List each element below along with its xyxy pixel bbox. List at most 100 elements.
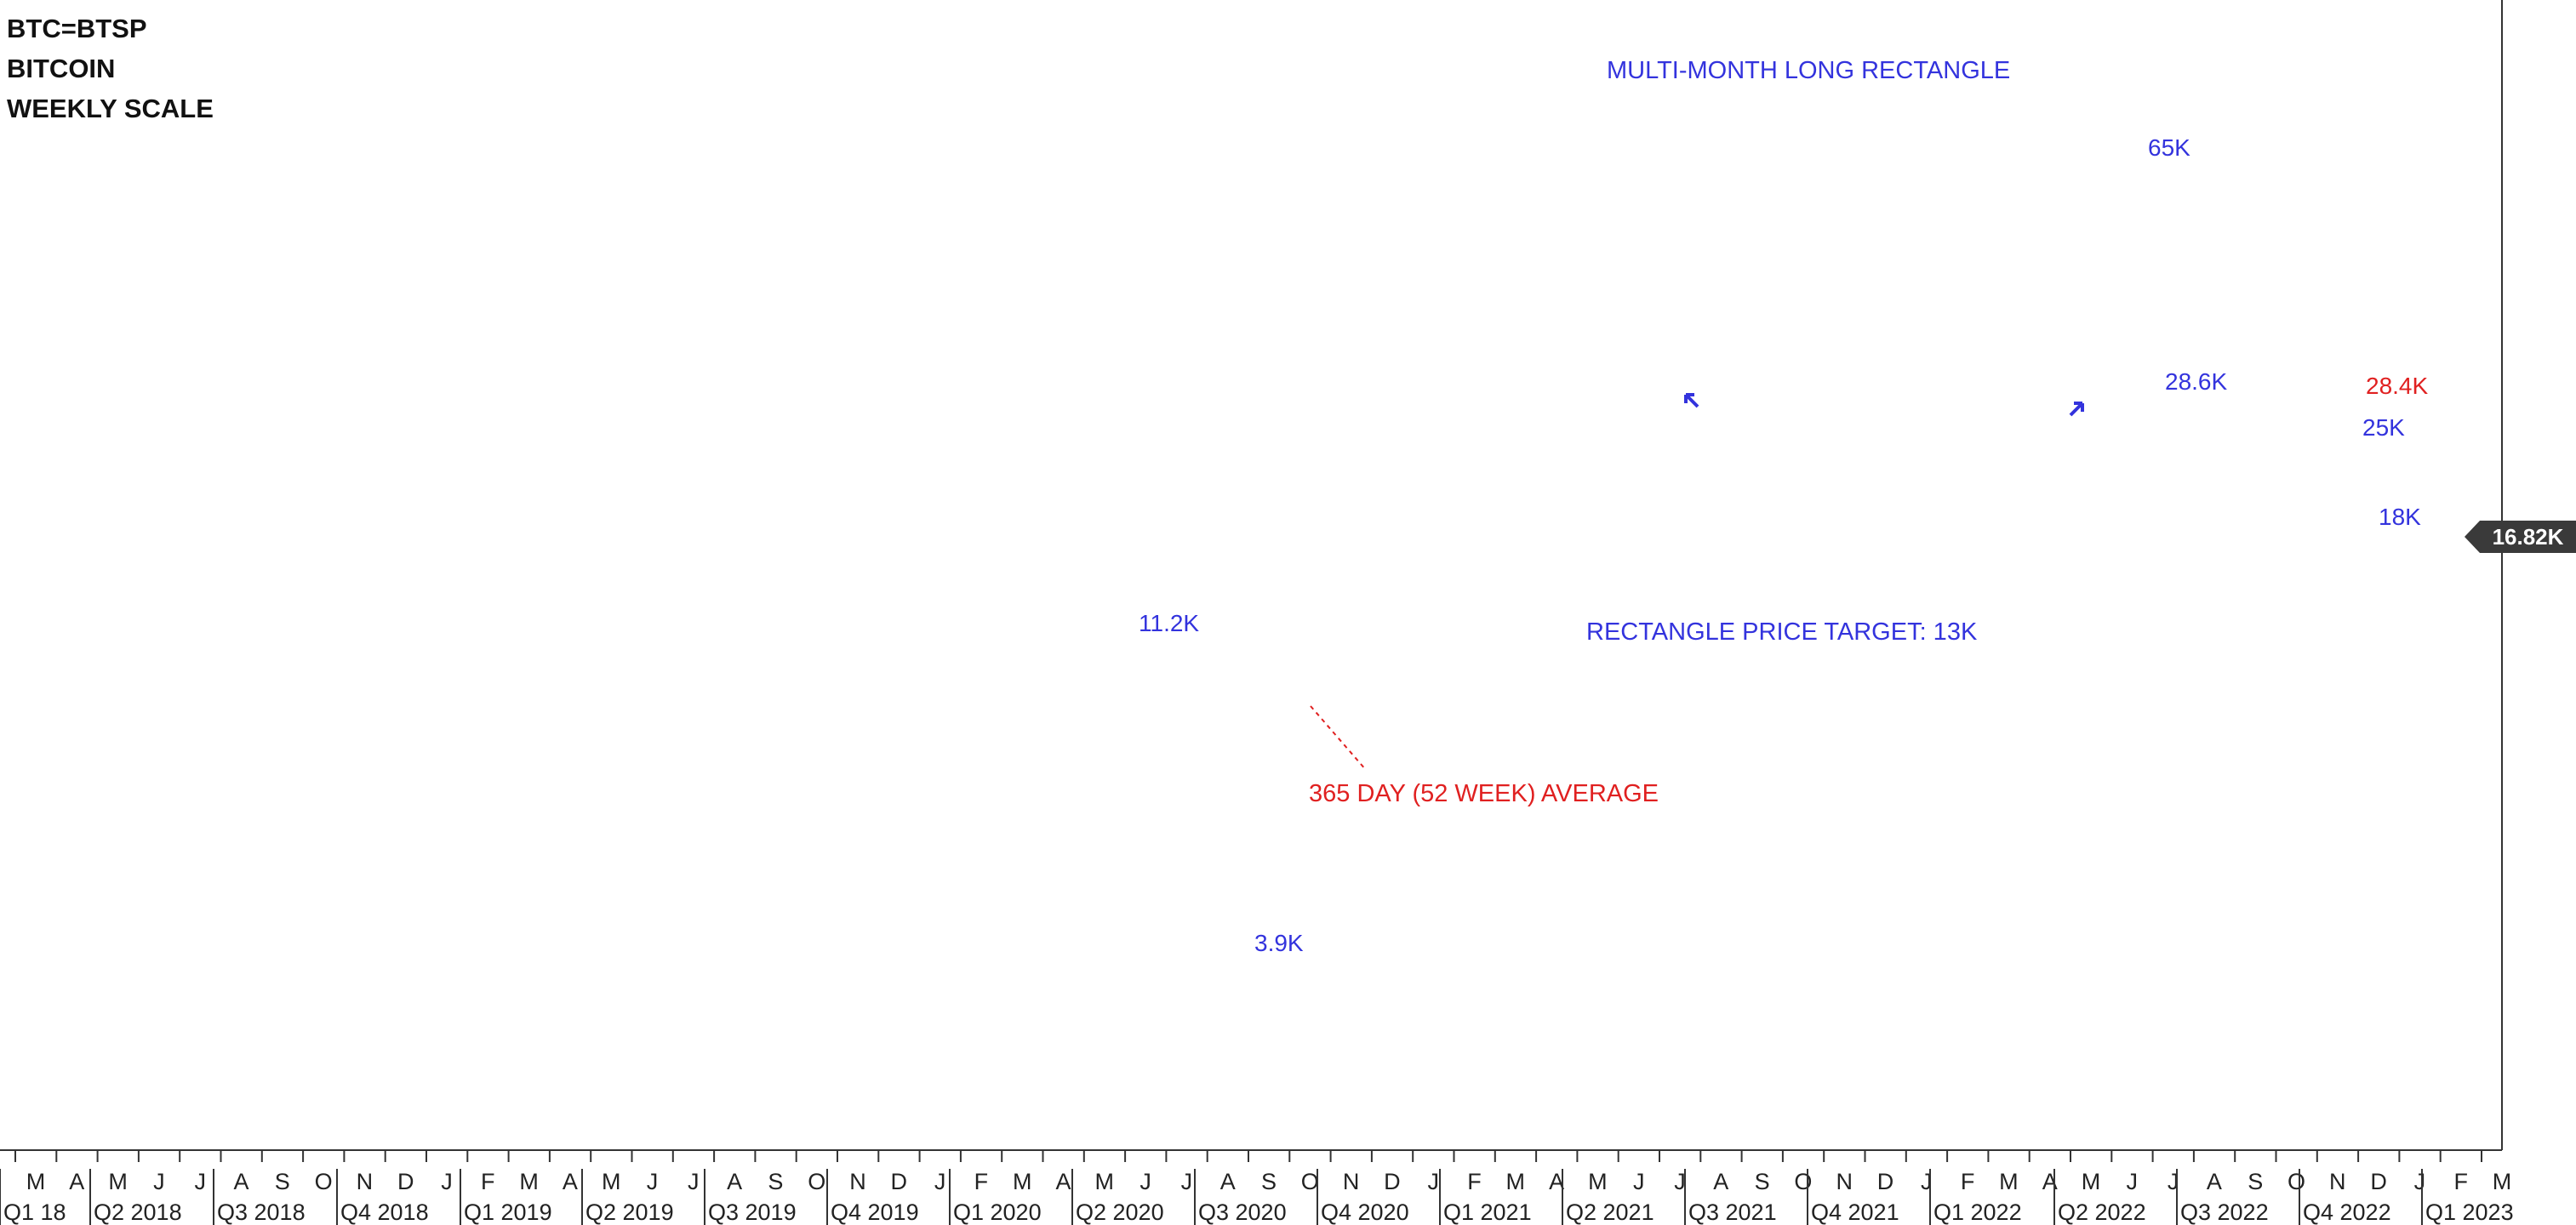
- x-month-label: M: [602, 1169, 621, 1194]
- chart-title-block: BTC=BTSP BITCOIN WEEKLY SCALE: [7, 9, 214, 128]
- x-quarter-label: Q4 2021: [1811, 1199, 1899, 1225]
- x-quarter-label: Q3 2018: [217, 1199, 306, 1225]
- x-quarter-label: Q3 2019: [708, 1199, 797, 1225]
- x-month-label: A: [1713, 1169, 1728, 1194]
- level-label-25k: 25K: [2362, 414, 2405, 441]
- x-month-label: F: [1961, 1169, 1975, 1194]
- x-quarter-label: Q4 2020: [1321, 1199, 1409, 1225]
- x-month-label: A: [69, 1169, 84, 1194]
- level-label-28-6k: 28.6K: [2165, 368, 2227, 395]
- x-quarter-label: Q4 2022: [2303, 1199, 2391, 1225]
- x-month-label: J: [1181, 1169, 1193, 1194]
- level-label-65k: 65K: [2148, 134, 2190, 161]
- ticker-label: BTC=BTSP: [7, 14, 147, 43]
- x-month-label: N: [1343, 1169, 1360, 1194]
- x-month-label: J: [1427, 1169, 1439, 1194]
- x-month-label: D: [891, 1169, 908, 1194]
- x-month-label: M: [2493, 1169, 2512, 1194]
- instrument-name: BITCOIN: [7, 54, 116, 83]
- x-month-label: M: [1095, 1169, 1115, 1194]
- x-quarter-label: Q4 2019: [831, 1199, 919, 1225]
- x-month-label: J: [2168, 1169, 2179, 1194]
- x-quarter-label: Q1 18: [3, 1199, 66, 1225]
- x-month-label: F: [2453, 1169, 2468, 1194]
- x-month-label: N: [849, 1169, 866, 1194]
- x-month-label: S: [768, 1169, 783, 1194]
- x-month-label: J: [1674, 1169, 1686, 1194]
- ma-label: 365 DAY (52 WEEK) AVERAGE: [1309, 780, 1659, 807]
- x-month-label: M: [1506, 1169, 1526, 1194]
- x-quarter-label: Q1 2022: [1933, 1199, 2022, 1225]
- x-month-label: A: [1549, 1169, 1564, 1194]
- x-month-label: J: [934, 1169, 946, 1194]
- x-month-label: J: [647, 1169, 659, 1194]
- x-month-label: J: [2414, 1169, 2426, 1194]
- x-quarter-label: Q4 2018: [340, 1199, 429, 1225]
- x-month-label: A: [1055, 1169, 1071, 1194]
- x-month-label: J: [1139, 1169, 1151, 1194]
- x-month-label: J: [153, 1169, 165, 1194]
- ma-value-label: 28.4K: [2366, 373, 2428, 399]
- x-month-label: O: [808, 1169, 825, 1194]
- x-month-label: M: [26, 1169, 46, 1194]
- x-month-label: J: [688, 1169, 700, 1194]
- x-quarter-label: Q2 2018: [94, 1199, 182, 1225]
- x-month-label: O: [2288, 1169, 2305, 1194]
- x-month-label: J: [2127, 1169, 2139, 1194]
- x-quarter-label: Q3 2020: [1198, 1199, 1287, 1225]
- x-month-label: D: [397, 1169, 414, 1194]
- x-month-label: S: [275, 1169, 290, 1194]
- target-label: RECTANGLE PRICE TARGET: 13K: [1586, 618, 1978, 646]
- x-month-label: O: [1794, 1169, 1812, 1194]
- x-quarter-label: Q3 2022: [2180, 1199, 2269, 1225]
- x-quarter-label: Q2 2022: [2058, 1199, 2146, 1225]
- x-quarter-label: Q2 2019: [585, 1199, 674, 1225]
- x-month-label: M: [108, 1169, 128, 1194]
- x-month-label: F: [974, 1169, 989, 1194]
- rectangle-title-label: MULTI-MONTH LONG RECTANGLE: [1607, 57, 2010, 84]
- ma-pointer: [1310, 705, 1367, 771]
- x-month-label: O: [1301, 1169, 1319, 1194]
- x-month-label: M: [2082, 1169, 2101, 1194]
- x-month-label: N: [357, 1169, 374, 1194]
- x-month-label: S: [1755, 1169, 1770, 1194]
- x-month-label: A: [727, 1169, 742, 1194]
- x-month-label: S: [1261, 1169, 1277, 1194]
- x-month-label: D: [1877, 1169, 1894, 1194]
- x-quarter-label: Q1 2021: [1443, 1199, 1532, 1225]
- x-quarter-label: Q1 2023: [2425, 1199, 2514, 1225]
- x-month-label: M: [1013, 1169, 1032, 1194]
- arrow-icon: [2069, 402, 2084, 417]
- last-price-badge: 16.82K: [2465, 521, 2576, 553]
- x-month-label: A: [233, 1169, 248, 1194]
- x-month-label: A: [563, 1169, 578, 1194]
- arrow-icon: [1684, 393, 1699, 408]
- x-month-label: M: [1588, 1169, 1608, 1194]
- trendline-label-3-9k: 3.9K: [1254, 930, 1304, 956]
- x-month-label: M: [519, 1169, 539, 1194]
- x-month-label: D: [2370, 1169, 2387, 1194]
- x-quarter-label: Q1 2019: [464, 1199, 552, 1225]
- x-month-label: A: [1220, 1169, 1236, 1194]
- scale-label: WEEKLY SCALE: [7, 94, 214, 123]
- x-month-label: J: [441, 1169, 453, 1194]
- x-month-label: J: [1633, 1169, 1645, 1194]
- x-month-label: O: [315, 1169, 333, 1194]
- level-label-18k: 18K: [2379, 504, 2421, 530]
- x-month-label: S: [2248, 1169, 2263, 1194]
- x-month-label: F: [1467, 1169, 1482, 1194]
- x-month-label: M: [1999, 1169, 2019, 1194]
- x-month-label: N: [2329, 1169, 2346, 1194]
- x-month-label: A: [2207, 1169, 2222, 1194]
- x-quarter-label: Q3 2021: [1688, 1199, 1777, 1225]
- x-quarter-label: Q2 2021: [1566, 1199, 1654, 1225]
- x-quarter-label: Q1 2020: [953, 1199, 1042, 1225]
- x-month-label: D: [1384, 1169, 1401, 1194]
- x-month-label: A: [2042, 1169, 2058, 1194]
- x-month-label: J: [194, 1169, 206, 1194]
- x-quarter-label: Q2 2020: [1076, 1199, 1164, 1225]
- x-month-label: F: [481, 1169, 495, 1194]
- x-month-label: N: [1836, 1169, 1853, 1194]
